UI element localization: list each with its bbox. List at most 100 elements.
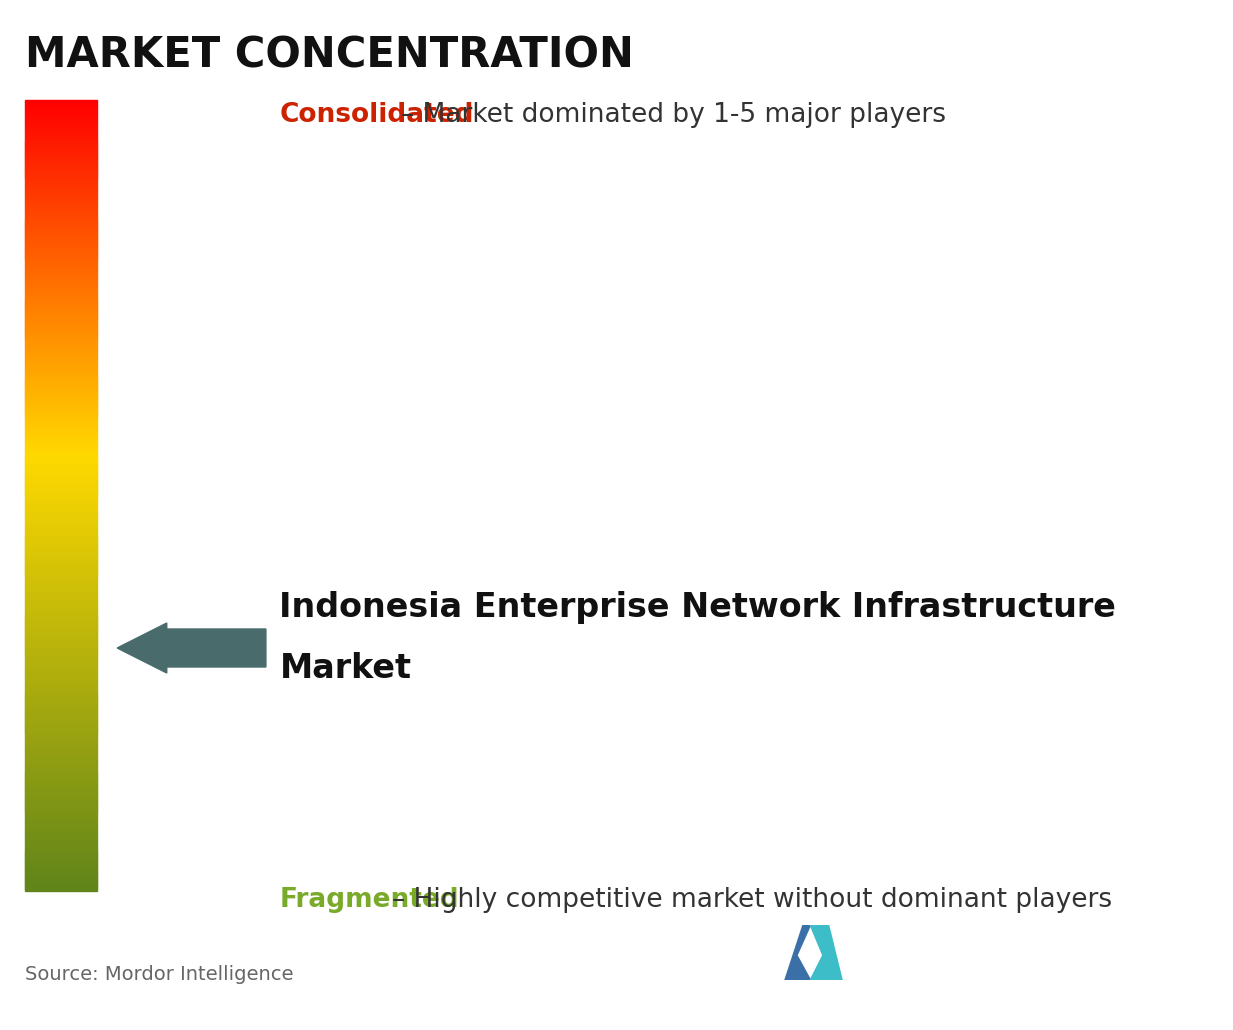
- Bar: [25, 497, 97, 500]
- Bar: [25, 330, 97, 332]
- Bar: [25, 485, 97, 487]
- Bar: [25, 511, 97, 513]
- Bar: [25, 270, 97, 272]
- Bar: [25, 195, 97, 198]
- Bar: [25, 300, 97, 302]
- Bar: [25, 522, 97, 525]
- Bar: [25, 394, 97, 397]
- Bar: [25, 588, 97, 590]
- Bar: [25, 556, 97, 558]
- Bar: [25, 438, 97, 440]
- Bar: [25, 158, 97, 160]
- Bar: [25, 673, 97, 676]
- Bar: [25, 420, 97, 422]
- Bar: [25, 619, 97, 622]
- Bar: [25, 260, 97, 263]
- Bar: [25, 151, 97, 153]
- Bar: [25, 827, 97, 829]
- Text: – Highly competitive market without dominant players: – Highly competitive market without domi…: [392, 887, 1112, 913]
- Bar: [25, 791, 97, 794]
- Bar: [25, 406, 97, 409]
- Text: Fragmented: Fragmented: [280, 887, 459, 913]
- Bar: [25, 720, 97, 723]
- Bar: [25, 780, 97, 782]
- Bar: [25, 240, 97, 243]
- Bar: [25, 455, 97, 458]
- Bar: [25, 517, 97, 519]
- Bar: [25, 562, 97, 564]
- Bar: [25, 448, 97, 450]
- Bar: [25, 179, 97, 181]
- Bar: [25, 732, 97, 734]
- Bar: [25, 599, 97, 603]
- Bar: [25, 472, 97, 474]
- Bar: [25, 201, 97, 203]
- Bar: [25, 412, 97, 414]
- Bar: [25, 882, 97, 885]
- Bar: [25, 298, 97, 300]
- Bar: [25, 649, 97, 652]
- Bar: [25, 333, 97, 336]
- Bar: [25, 789, 97, 792]
- Bar: [25, 726, 97, 728]
- Bar: [25, 446, 97, 448]
- Bar: [25, 633, 97, 636]
- Bar: [25, 545, 97, 547]
- Bar: [25, 864, 97, 867]
- Bar: [25, 640, 97, 642]
- Bar: [25, 858, 97, 861]
- Bar: [25, 694, 97, 697]
- Bar: [25, 466, 97, 468]
- Bar: [25, 663, 97, 665]
- Bar: [25, 847, 97, 849]
- Bar: [25, 280, 97, 282]
- Bar: [25, 636, 97, 638]
- Bar: [25, 160, 97, 162]
- Bar: [25, 671, 97, 674]
- Bar: [25, 763, 97, 766]
- Bar: [25, 879, 97, 881]
- Bar: [25, 229, 97, 231]
- Bar: [25, 354, 97, 357]
- Bar: [25, 153, 97, 156]
- Bar: [25, 629, 97, 631]
- Bar: [25, 647, 97, 650]
- Bar: [25, 252, 97, 254]
- Bar: [25, 339, 97, 342]
- Bar: [25, 238, 97, 241]
- Bar: [25, 325, 97, 328]
- Bar: [25, 564, 97, 566]
- Bar: [25, 685, 97, 687]
- Bar: [25, 169, 97, 172]
- Bar: [25, 782, 97, 784]
- Bar: [25, 805, 97, 808]
- Bar: [25, 199, 97, 201]
- Bar: [25, 268, 97, 270]
- Bar: [25, 832, 97, 835]
- Bar: [25, 856, 97, 859]
- Bar: [25, 823, 97, 825]
- Bar: [25, 838, 97, 842]
- Bar: [25, 843, 97, 845]
- Bar: [25, 246, 97, 248]
- Bar: [25, 645, 97, 648]
- Bar: [25, 191, 97, 194]
- Text: MARKET CONCENTRATION: MARKET CONCENTRATION: [25, 34, 634, 76]
- Bar: [25, 343, 97, 345]
- Bar: [25, 560, 97, 562]
- Bar: [25, 834, 97, 837]
- Bar: [25, 418, 97, 420]
- Bar: [25, 216, 97, 219]
- Bar: [25, 771, 97, 774]
- Bar: [25, 801, 97, 803]
- Bar: [25, 311, 97, 314]
- Bar: [25, 173, 97, 175]
- Bar: [25, 754, 97, 756]
- Bar: [25, 130, 97, 132]
- Bar: [25, 451, 97, 454]
- Bar: [25, 117, 97, 121]
- Bar: [25, 479, 97, 482]
- Bar: [25, 677, 97, 679]
- Bar: [25, 386, 97, 389]
- Bar: [25, 610, 97, 612]
